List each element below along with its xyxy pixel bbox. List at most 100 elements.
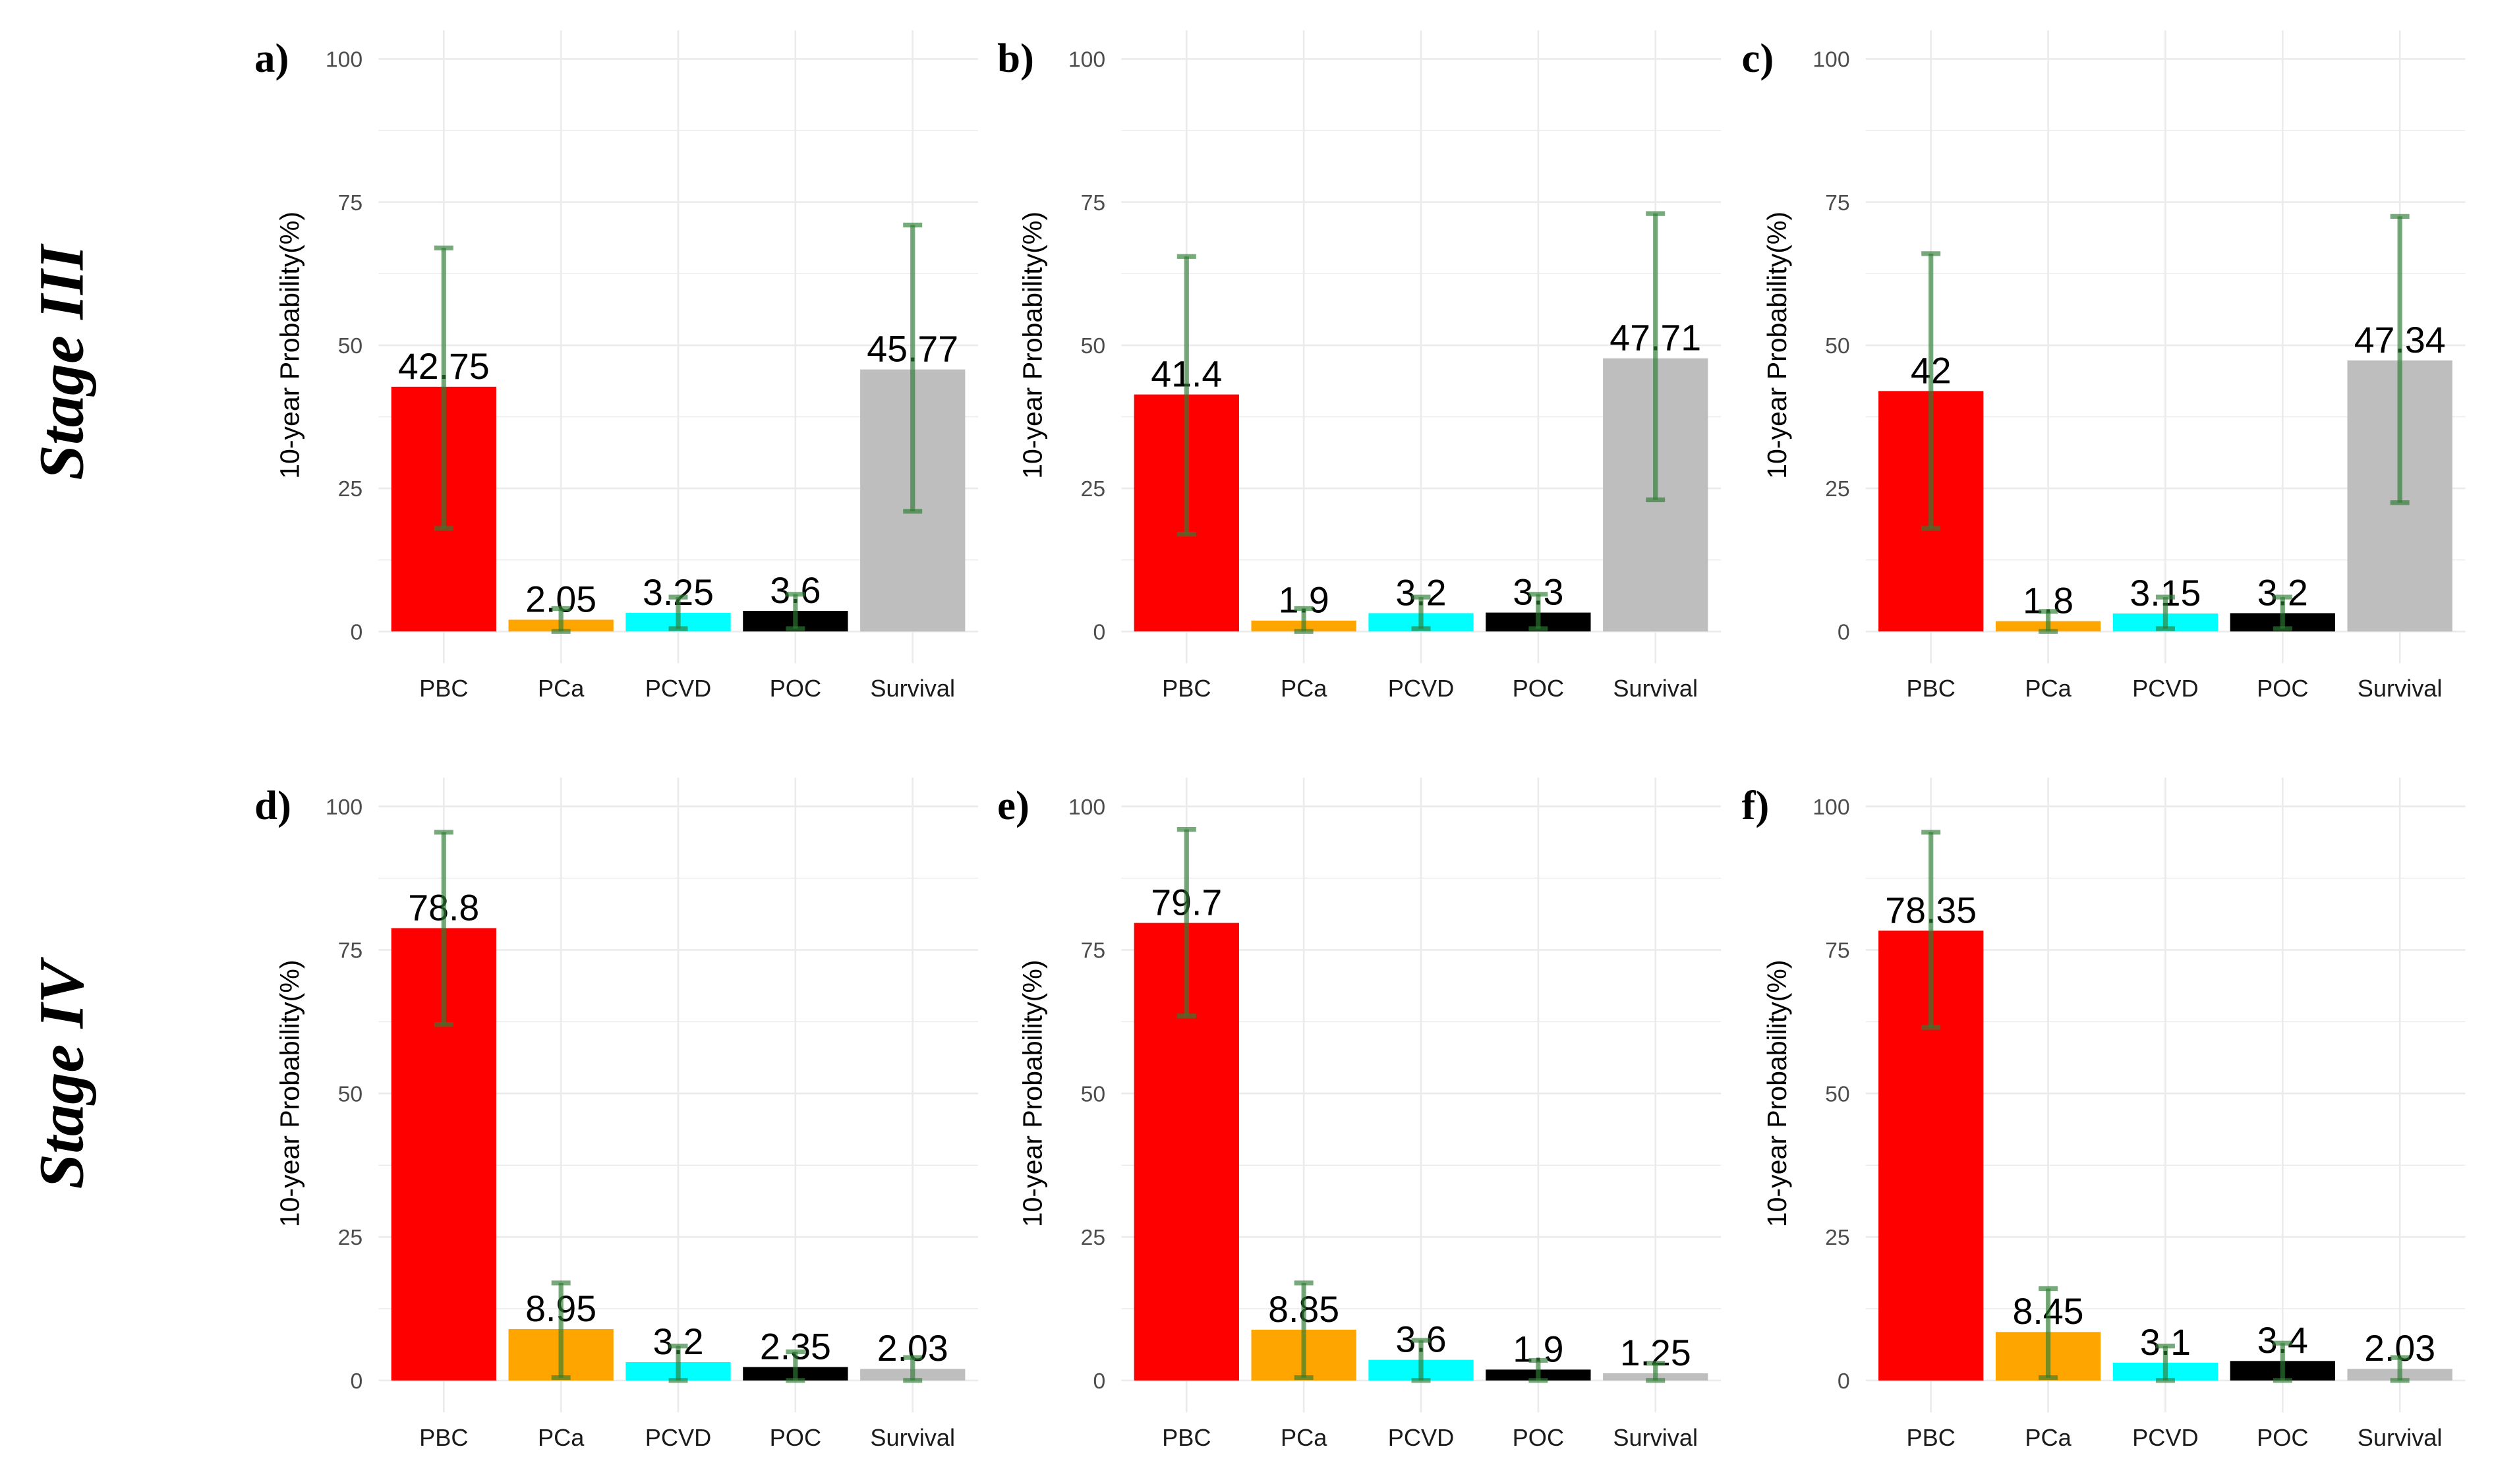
error-bar [434, 830, 453, 1027]
x-tick-label: Survival [1613, 675, 1698, 702]
y-tick-label: 0 [1093, 619, 1105, 644]
y-tick-label: 25 [338, 1225, 363, 1250]
error-bar [1921, 251, 1941, 531]
y-tick-label: 75 [1825, 190, 1850, 215]
error-bar [903, 222, 923, 514]
y-tick-label: 25 [1825, 476, 1850, 501]
error-bar [1646, 211, 1666, 503]
x-tick-label: Survival [2358, 675, 2443, 702]
error-bar [2273, 594, 2292, 631]
error-bar [786, 1349, 805, 1383]
x-tick-label: PBC [1906, 675, 1955, 702]
x-tick-label: POC [2257, 1424, 2308, 1451]
x-tick-label: Survival [2358, 1424, 2443, 1451]
panel-label: b) [997, 35, 1034, 81]
panel-label: f) [1742, 782, 1770, 828]
error-bar [2390, 1355, 2410, 1383]
y-tick-label: 50 [1825, 333, 1850, 358]
y-tick-label: 50 [1081, 333, 1106, 358]
x-tick-label: PCa [538, 1424, 585, 1451]
error-bar [551, 1280, 571, 1381]
y-axis-label: 10-year Probability(%) [275, 212, 305, 479]
y-tick-label: 75 [1081, 938, 1106, 963]
y-tick-label: 25 [1081, 476, 1106, 501]
y-axis-label: 10-year Probability(%) [1762, 212, 1792, 479]
y-tick-label: 0 [1838, 619, 1850, 644]
error-bar [668, 1344, 688, 1383]
x-tick-label: PCVD [1388, 675, 1455, 702]
error-bar [551, 606, 571, 634]
x-tick-label: PCa [538, 675, 585, 702]
y-tick-label: 0 [350, 619, 362, 644]
y-tick-label: 100 [1812, 47, 1849, 72]
x-tick-label: PBC [1906, 1424, 1955, 1451]
panel-label: a) [254, 35, 289, 81]
x-tick-label: Survival [870, 675, 955, 702]
error-bar [1176, 254, 1196, 537]
error-bar [1411, 1338, 1431, 1383]
panel-label: d) [254, 782, 291, 828]
error-bar [1646, 1361, 1666, 1383]
x-tick-label: PCVD [1388, 1424, 1455, 1451]
x-tick-label: PCVD [645, 675, 712, 702]
x-tick-label: PCVD [2132, 1424, 2199, 1451]
y-tick-label: 0 [350, 1369, 362, 1394]
x-tick-label: PBC [1162, 1424, 1211, 1451]
x-tick-label: POC [1513, 1424, 1564, 1451]
y-tick-label: 25 [1825, 1225, 1850, 1250]
error-bar [903, 1355, 923, 1383]
x-tick-label: Survival [1613, 1424, 1698, 1451]
y-tick-label: 50 [338, 333, 363, 358]
y-tick-label: 0 [1093, 1369, 1105, 1394]
y-tick-label: 100 [326, 47, 362, 72]
y-tick-label: 75 [1081, 190, 1106, 215]
x-tick-label: POC [770, 1424, 821, 1451]
x-tick-label: POC [770, 675, 821, 702]
y-tick-label: 100 [1068, 795, 1105, 820]
error-bar [1294, 606, 1314, 634]
y-tick-label: 75 [1825, 938, 1850, 963]
panel-label: e) [997, 782, 1030, 828]
error-bar [786, 592, 805, 631]
y-tick-label: 25 [1081, 1225, 1106, 1250]
x-tick-label: PCVD [645, 1424, 712, 1451]
y-axis-label: 10-year Probability(%) [1762, 959, 1792, 1227]
y-axis-label: 10-year Probability(%) [1018, 959, 1048, 1227]
x-tick-label: PCa [1281, 675, 1327, 702]
x-tick-label: PCa [2025, 1424, 2072, 1451]
y-tick-label: 0 [1838, 1369, 1850, 1394]
error-bar [1921, 830, 1941, 1030]
error-bar [668, 594, 688, 631]
y-tick-label: 75 [338, 938, 363, 963]
error-bar [2390, 214, 2410, 505]
x-tick-label: PBC [419, 675, 468, 702]
y-tick-label: 50 [1825, 1081, 1850, 1106]
error-bar [2155, 1344, 2175, 1383]
x-tick-label: PBC [419, 1424, 468, 1451]
x-tick-label: PBC [1162, 675, 1211, 702]
x-tick-label: POC [2257, 675, 2308, 702]
error-bar [2155, 594, 2175, 631]
x-tick-label: PCa [1281, 1424, 1327, 1451]
row-label-stage-iii: Stage III [26, 243, 96, 480]
x-tick-label: PCa [2025, 675, 2072, 702]
y-tick-label: 25 [338, 476, 363, 501]
y-axis-label: 10-year Probability(%) [1018, 212, 1048, 479]
y-tick-label: 75 [338, 190, 363, 215]
x-tick-label: Survival [870, 1424, 955, 1451]
error-bar [1176, 826, 1196, 1019]
x-tick-label: PCVD [2132, 675, 2199, 702]
error-bar [1528, 592, 1548, 631]
x-tick-label: POC [1513, 675, 1564, 702]
error-bar [1294, 1280, 1314, 1381]
y-tick-label: 50 [338, 1081, 363, 1106]
error-bar [1528, 1357, 1548, 1383]
panel-label: c) [1742, 35, 1774, 81]
error-bar [2273, 1340, 2292, 1383]
